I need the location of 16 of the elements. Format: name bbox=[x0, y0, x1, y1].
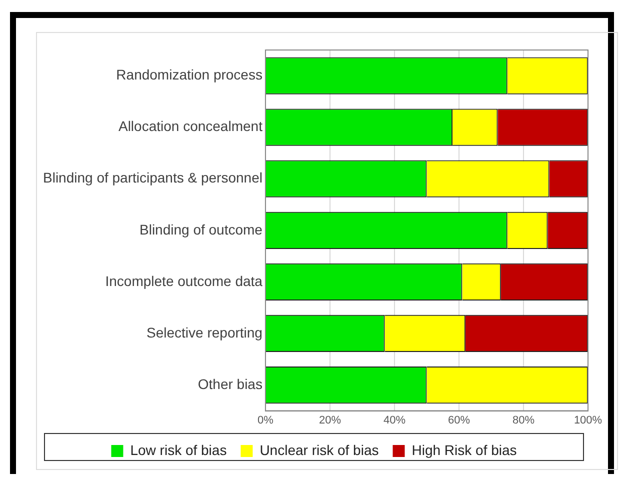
y-tick-label: Blinding of participants & personnel bbox=[43, 170, 262, 186]
x-tick-label: 100% bbox=[574, 414, 602, 426]
legend-label: High Risk of bias bbox=[412, 442, 517, 458]
y-tick-label: Randomization process bbox=[116, 66, 262, 83]
legend-label: Unclear risk of bias bbox=[260, 442, 379, 458]
y-tick-label: Other bias bbox=[198, 376, 262, 392]
x-tick-label: 0% bbox=[258, 414, 274, 426]
legend-label: Low risk of bias bbox=[130, 442, 227, 458]
x-tick-label: 20% bbox=[318, 414, 342, 426]
x-tick-label: 40% bbox=[383, 414, 406, 426]
x-tick-label: 60% bbox=[448, 414, 470, 426]
y-tick-label: Incomplete outcome data bbox=[105, 272, 263, 289]
y-tick-label: Selective reporting bbox=[146, 324, 262, 340]
x-tick-label: 80% bbox=[512, 414, 535, 426]
y-tick-label: Blinding of outcome bbox=[140, 221, 263, 238]
y-tick-label: Allocation concealment bbox=[118, 118, 263, 134]
